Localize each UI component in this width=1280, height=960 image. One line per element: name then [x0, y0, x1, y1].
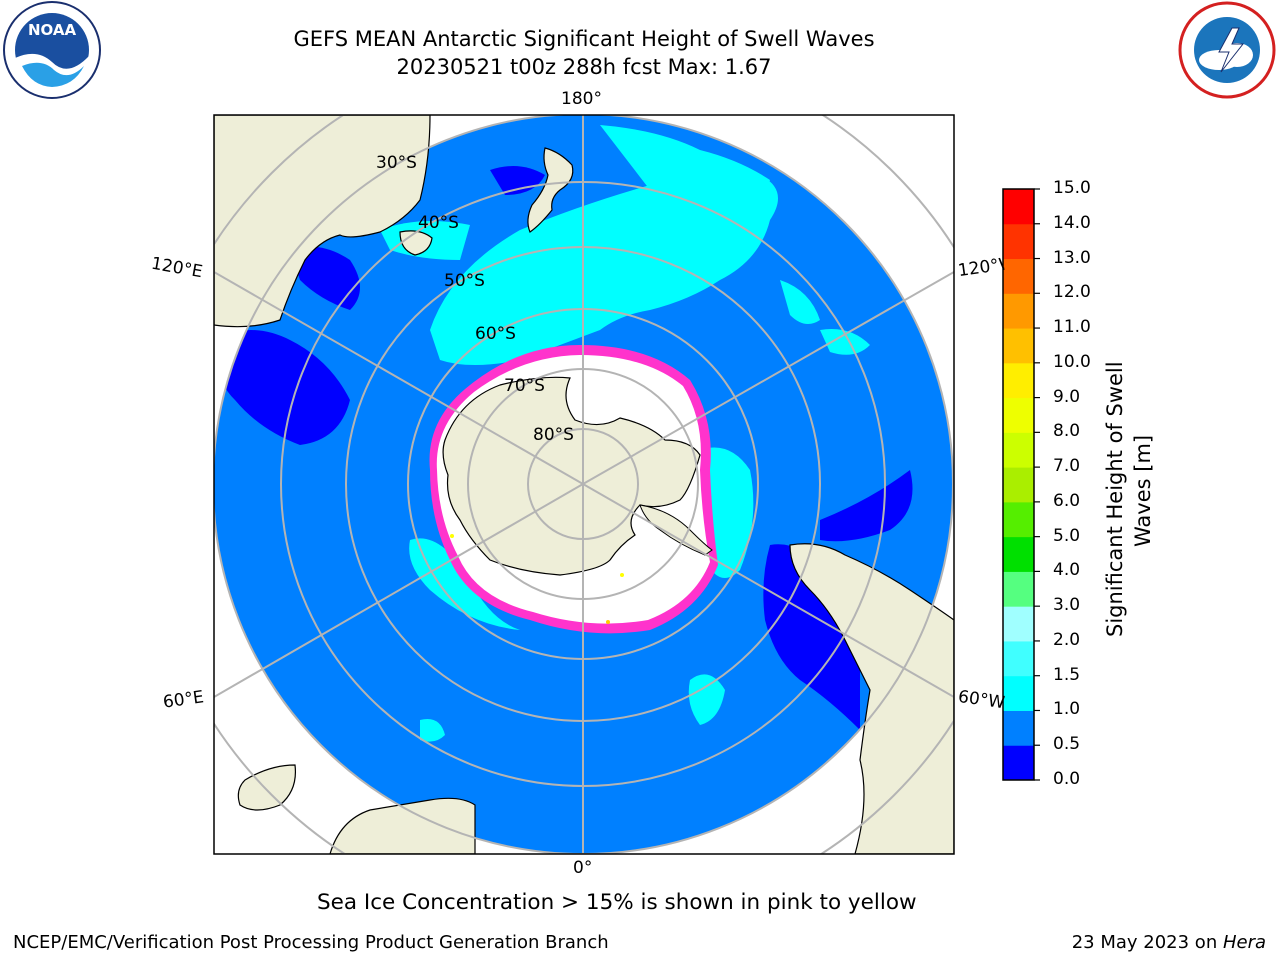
- colorbar-bin: [1003, 328, 1034, 364]
- colorbar-tick-label: 1.0: [1053, 699, 1081, 720]
- colorbar-tick-label: 10.0: [1053, 351, 1091, 372]
- footer-date-text: 23 May 2023 on: [1071, 932, 1223, 953]
- sea-ice-caption: Sea Ice Concentration > 15% is shown in …: [317, 890, 917, 915]
- new-zealand-landmass: [527, 147, 574, 233]
- colorbar-tick-label: 2.0: [1053, 629, 1081, 650]
- nws-logo: [1177, 0, 1277, 100]
- colorbar-tick-label: 15.0: [1053, 178, 1091, 198]
- colorbar-tick-label: 12.0: [1053, 282, 1091, 303]
- colorbar: [1003, 189, 1034, 781]
- colorbar-bin: [1003, 397, 1034, 433]
- colorbar-tick-label: 0.5: [1053, 734, 1081, 755]
- lat-label-60s: 60°S: [475, 324, 516, 344]
- footer-date: 23 May 2023 on Hera: [1072, 932, 1266, 953]
- colorbar-tick-label: 14.0: [1053, 212, 1091, 233]
- colorbar-frame: [1002, 188, 1035, 781]
- colorbar-tick-label: 6.0: [1053, 490, 1081, 511]
- lat-label-30s: 30°S: [376, 153, 417, 173]
- colorbar-bin: [1003, 223, 1034, 260]
- colorbar-tick-label: 7.0: [1053, 456, 1081, 477]
- noaa-logo: NOAA: [2, 0, 102, 100]
- graticule: [214, 115, 954, 854]
- colorbar-tick-label: 5.0: [1053, 525, 1081, 546]
- colorbar-bin: [1003, 606, 1034, 642]
- chart-subtitle: 20230521 t00z 288h fcst Max: 1.67: [396, 55, 772, 79]
- colorbar-bin: [1003, 258, 1034, 294]
- footer-credit: NCEP/EMC/Verification Post Processing Pr…: [13, 932, 609, 953]
- colorbar-bin: [1003, 571, 1034, 607]
- colorbar-bin: [1003, 293, 1034, 329]
- antarctica-landmass: [442, 376, 701, 576]
- plot-frame: [213, 114, 955, 855]
- colorbar-title-line2: Waves [m]: [1131, 434, 1155, 547]
- colorbar-bin: [1003, 675, 1034, 711]
- colorbar-bin: [1003, 432, 1034, 468]
- lat-label-80s: 80°S: [533, 425, 574, 445]
- lat-label-50s: 50°S: [444, 271, 485, 291]
- colorbar-tick-label: 4.0: [1053, 560, 1081, 581]
- madagascar-landmass: [237, 764, 297, 811]
- colorbar-bin: [1003, 467, 1034, 503]
- colorbar-bin: [1003, 710, 1034, 746]
- colorbar-tick-label: 13.0: [1053, 247, 1091, 268]
- colorbar-bin: [1003, 640, 1034, 677]
- colorbar-tick-label: 11.0: [1053, 317, 1091, 338]
- colorbar-ticks: [1034, 188, 1040, 781]
- lon-label-0: 0°: [573, 858, 593, 878]
- colorbar-tick-label: 0.0: [1053, 769, 1081, 789]
- colorbar-bin: [1003, 362, 1034, 399]
- lat-label-40s: 40°S: [418, 213, 459, 233]
- colorbar-tick-label: 3.0: [1053, 595, 1081, 616]
- colorbar-title-line1: Significant Height of Swell: [1103, 361, 1127, 637]
- colorbar-bin: [1003, 536, 1034, 572]
- colorbar-tick-label: 9.0: [1053, 386, 1081, 407]
- colorbar-bin: [1003, 501, 1034, 538]
- lon-label-180: 180°: [561, 89, 602, 109]
- colorbar-tick-label: 8.0: [1053, 421, 1081, 442]
- svg-text:NOAA: NOAA: [28, 21, 77, 39]
- africa-landmass: [329, 797, 476, 854]
- colorbar-tick-label: 1.5: [1053, 664, 1081, 685]
- colorbar-bin: [1003, 745, 1034, 781]
- colorbar-bin: [1003, 189, 1034, 225]
- lat-label-70s: 70°S: [504, 376, 545, 396]
- chart-title: GEFS MEAN Antarctic Significant Height o…: [293, 27, 875, 51]
- footer-host: Hera: [1222, 932, 1266, 953]
